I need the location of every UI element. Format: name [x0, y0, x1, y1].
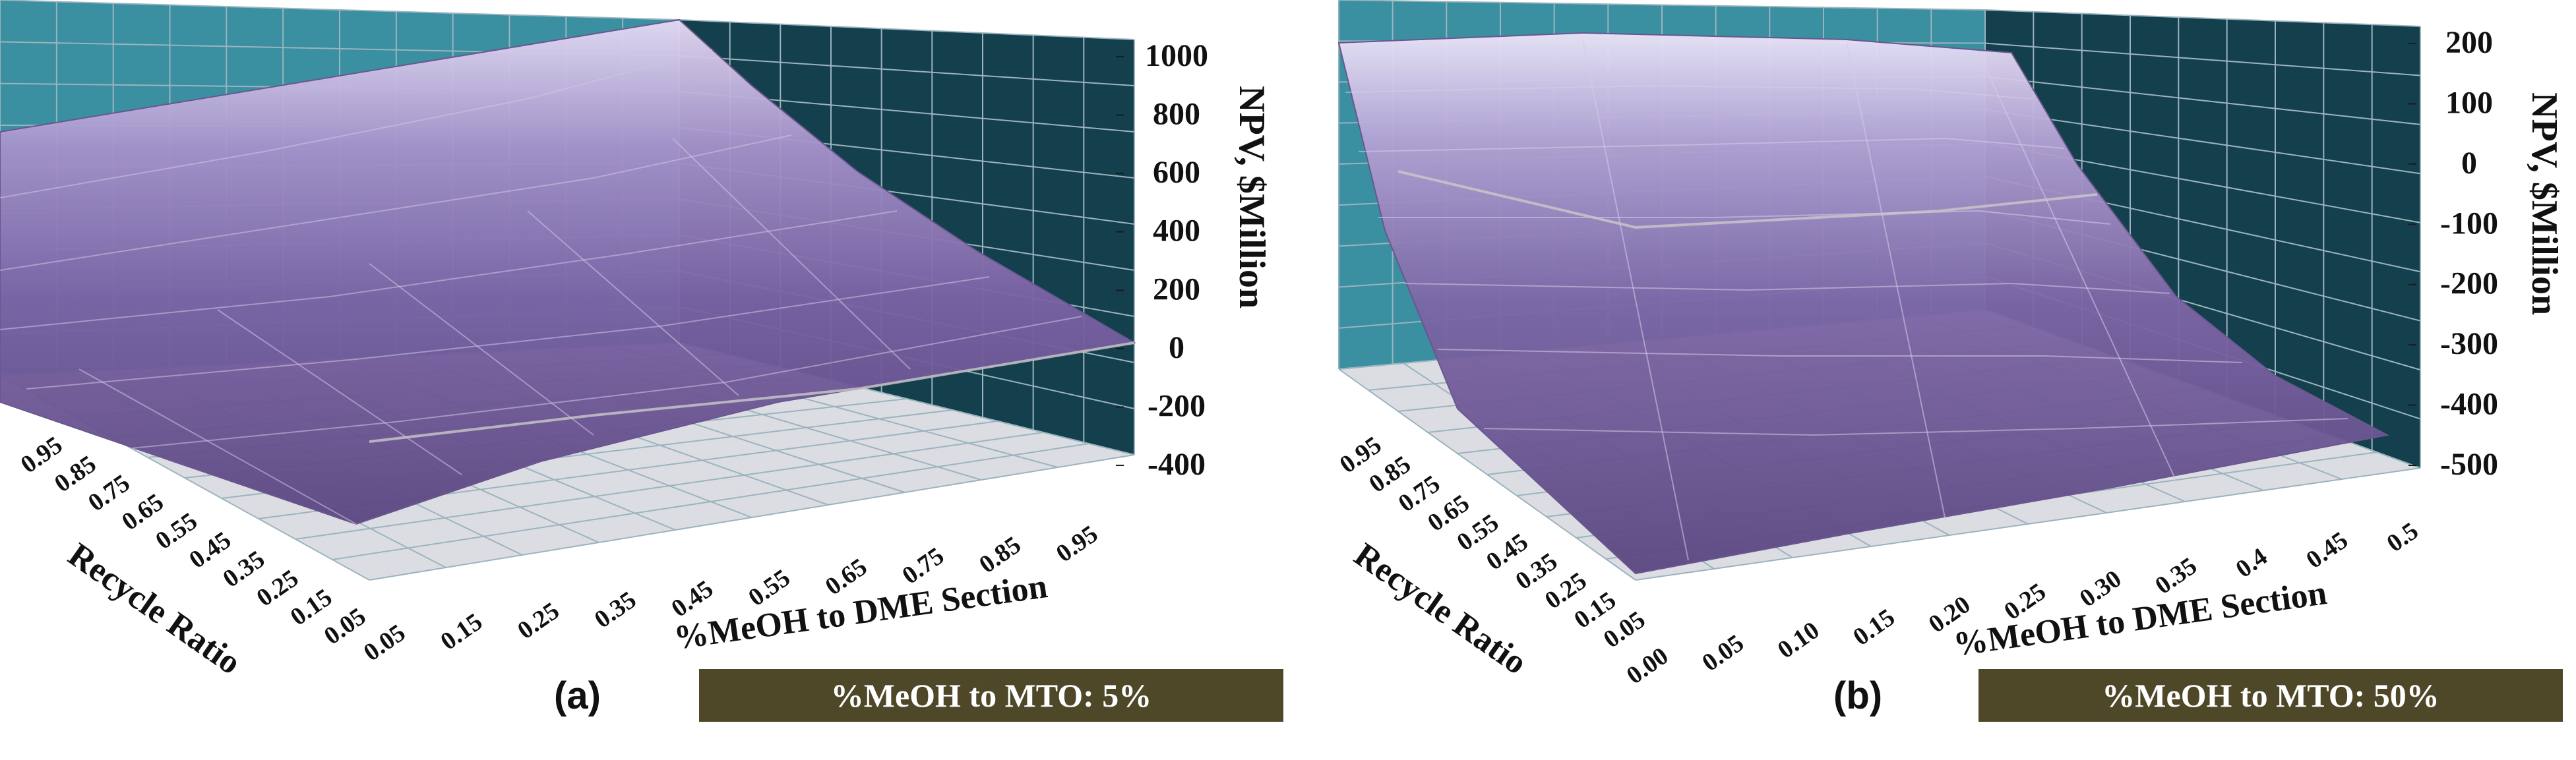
surface-mesh-line	[0, 210, 898, 330]
x-tick-label: 0.95	[1051, 520, 1103, 568]
z-tick-label: 0	[2461, 146, 2477, 181]
grid-line	[1984, 109, 2421, 175]
z-tick-label: 100	[2445, 85, 2493, 120]
grid-line	[1984, 42, 2421, 76]
surface-mesh-line	[1345, 84, 2032, 100]
grid-line	[1984, 76, 2421, 125]
z-tick-label: 200	[1153, 272, 1200, 307]
z-tick-label: 0	[1169, 330, 1184, 365]
surface-grid-a	[0, 49, 1082, 525]
z-tick-label: -400	[1148, 447, 1206, 482]
surface-mesh-line	[217, 309, 462, 475]
surface-mesh-line	[0, 49, 713, 198]
grid-line	[679, 19, 1135, 40]
z-tick-label: 1000	[1145, 38, 1208, 73]
z-tick-label: 400	[1153, 214, 1200, 248]
surface-b	[1337, 32, 2389, 575]
surface-mesh-line	[1978, 52, 2177, 482]
grid-line	[679, 55, 1135, 86]
z-tick-label: -100	[2440, 206, 2498, 241]
banner-b	[1978, 669, 2563, 722]
z-ticks-a: 1000 800 600 400 200 0 -200 -400	[1116, 38, 1208, 482]
z-tick-label: 600	[1153, 155, 1200, 190]
z-tick-label: -400	[2440, 387, 2498, 422]
banner-text-b: %MeOH to MTO: 50%	[2102, 677, 2439, 714]
surface-mesh-line	[1378, 210, 2111, 225]
surface-mesh-line	[1846, 42, 1946, 521]
x-axis-label-b: %MeOH to DME Section	[1951, 574, 2329, 664]
z-tick-label: 200	[2445, 25, 2493, 60]
x-tick-label: 0.05	[1697, 629, 1749, 677]
x-tick-label: 0.35	[590, 586, 642, 634]
surface-mesh-line	[26, 276, 990, 390]
x-tick-label: 0.15	[436, 608, 488, 656]
x-tick-label: 0.5	[2382, 517, 2424, 558]
surface-grid-b	[1345, 39, 2348, 561]
z-axis-label-b: NPV, $Million	[2524, 92, 2565, 315]
side-wall-b	[1985, 10, 2420, 468]
surface-mesh-line	[1404, 282, 2170, 294]
surface-mesh-line	[1437, 349, 2243, 363]
panel-label-a: (a)	[554, 674, 601, 717]
surface-mesh-line	[131, 316, 1082, 449]
x-tick-label: 0.15	[1848, 603, 1900, 651]
grid-line	[0, 0, 680, 20]
z-tick-label: -200	[1148, 388, 1206, 423]
x-tick-label: 0.4	[2231, 542, 2273, 583]
banner-text-a: %MeOH to MTO: 5%	[831, 677, 1152, 714]
z-tick-label: 800	[1153, 97, 1200, 132]
z-tick-label: -300	[2440, 326, 2498, 361]
zero-contour-a	[369, 341, 1135, 443]
z-tick-label: -200	[2440, 266, 2498, 301]
zero-plane-line-b	[1397, 170, 2098, 229]
x-tick-label: 0.10	[1773, 616, 1825, 664]
surface-mesh-line	[1582, 39, 1689, 561]
x-tick-label: 0.25	[512, 597, 565, 645]
surface-mesh-line	[78, 368, 357, 525]
x-tick-label: 0.00	[1622, 642, 1674, 690]
panel-b: 200 100 0 -100 -200 -300 -400 -500 0.00 0.05 0.10…	[1335, 0, 2565, 722]
banner-a	[699, 669, 1283, 722]
surface-mesh-line	[527, 210, 739, 396]
grid-line	[1338, 368, 1636, 581]
x-tick-label: 0.45	[2301, 526, 2353, 574]
z-tick-label: -500	[2440, 447, 2498, 482]
surface-mesh-line	[1358, 137, 2065, 152]
panel-label-b: (b)	[1833, 674, 1882, 717]
grid-line	[1984, 9, 2421, 27]
surface-mesh-line	[0, 134, 792, 271]
grid-line	[1338, 0, 1986, 11]
z-axis-label-a: NPV, $Million	[1231, 86, 1272, 308]
z-ticks-b: 200 100 0 -100 -200 -300 -400 -500	[2408, 25, 2498, 482]
surface-mesh-line	[672, 138, 911, 370]
surface-mesh-line	[1483, 418, 2348, 436]
surface-mesh-line	[369, 263, 594, 436]
